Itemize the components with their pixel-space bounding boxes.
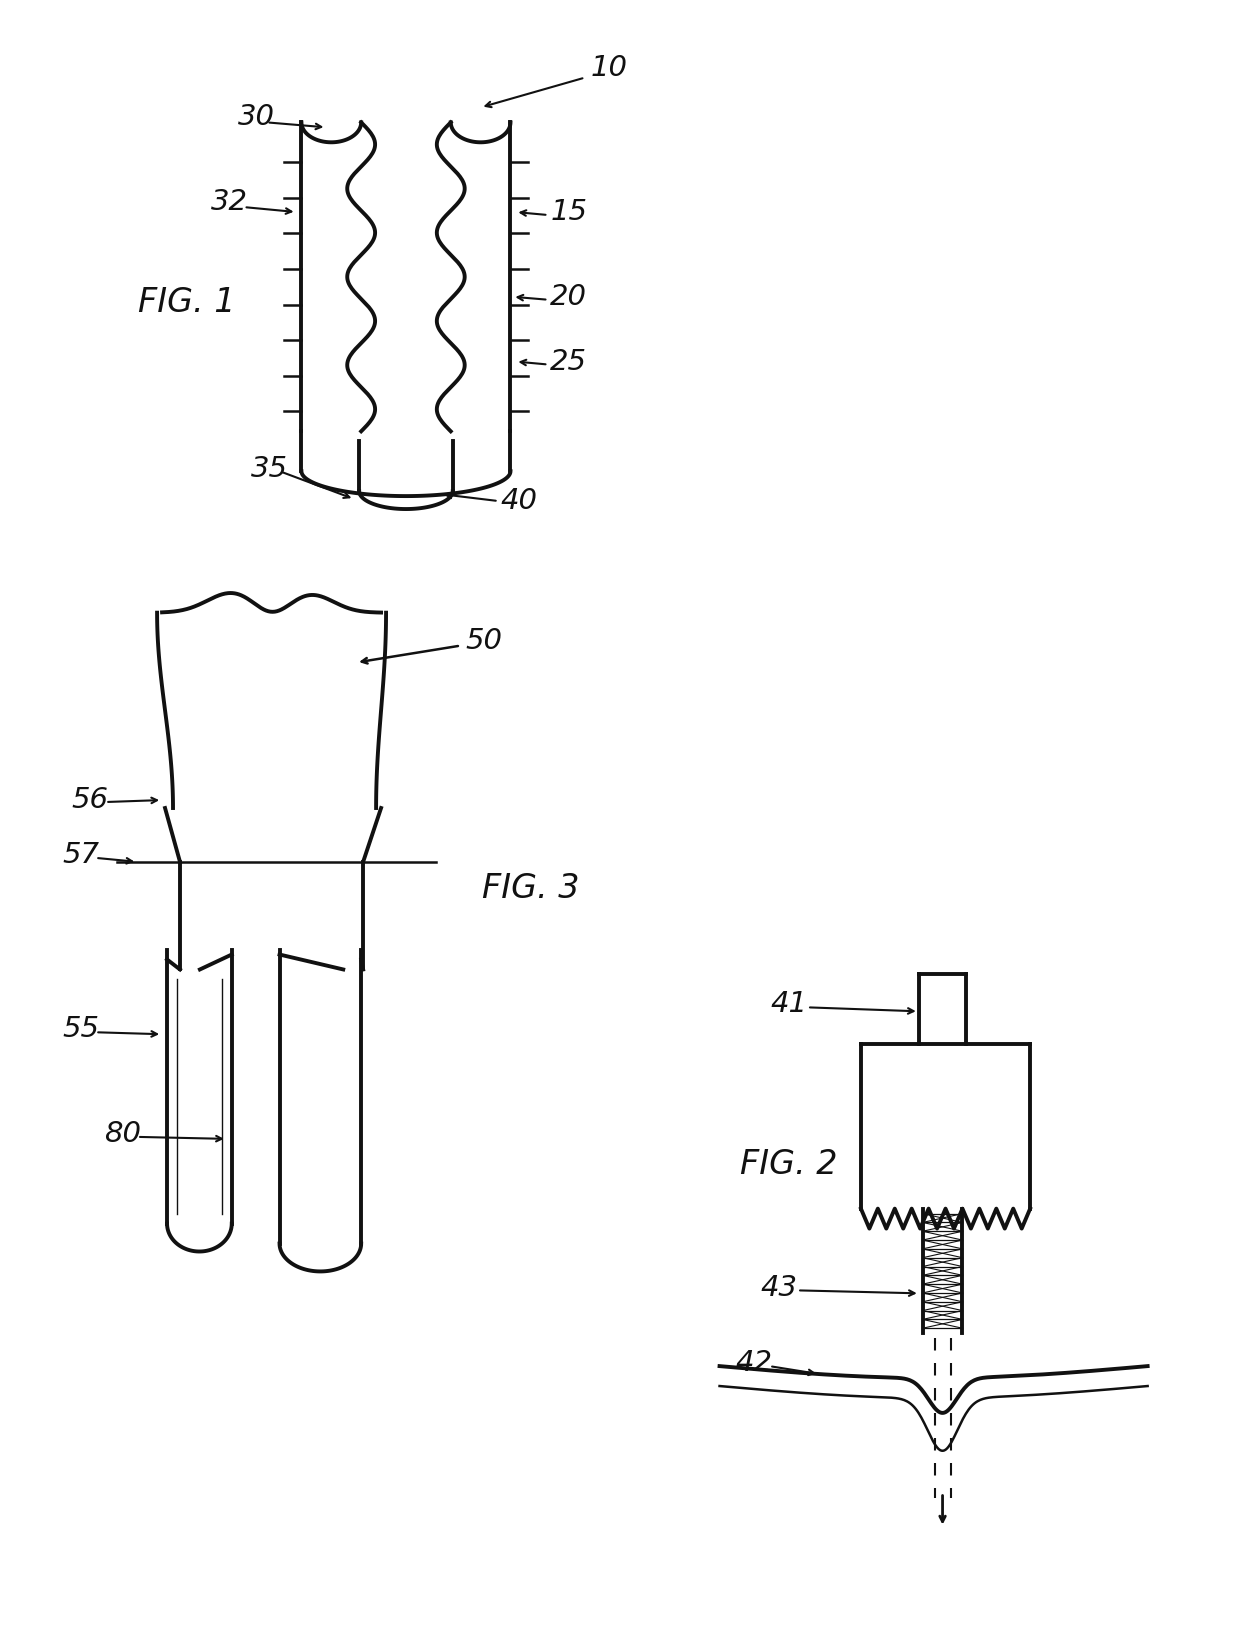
Text: 30: 30	[238, 104, 275, 132]
Text: 42: 42	[735, 1350, 773, 1377]
Text: 56: 56	[72, 785, 109, 815]
Text: FIG. 3: FIG. 3	[481, 872, 579, 904]
Text: 43: 43	[761, 1275, 797, 1302]
Text: 35: 35	[250, 455, 288, 483]
Text: 32: 32	[211, 189, 248, 216]
Text: 57: 57	[62, 841, 99, 868]
Text: 25: 25	[551, 348, 588, 376]
Text: 50: 50	[466, 626, 502, 655]
Text: 80: 80	[104, 1120, 141, 1148]
Text: 55: 55	[62, 1015, 99, 1044]
Text: FIG. 2: FIG. 2	[740, 1148, 838, 1180]
Text: 41: 41	[771, 990, 807, 1018]
Text: 10: 10	[590, 54, 627, 81]
Text: 15: 15	[551, 198, 588, 226]
Text: 40: 40	[501, 488, 537, 515]
Text: 20: 20	[551, 283, 588, 311]
Text: FIG. 1: FIG. 1	[138, 286, 236, 319]
